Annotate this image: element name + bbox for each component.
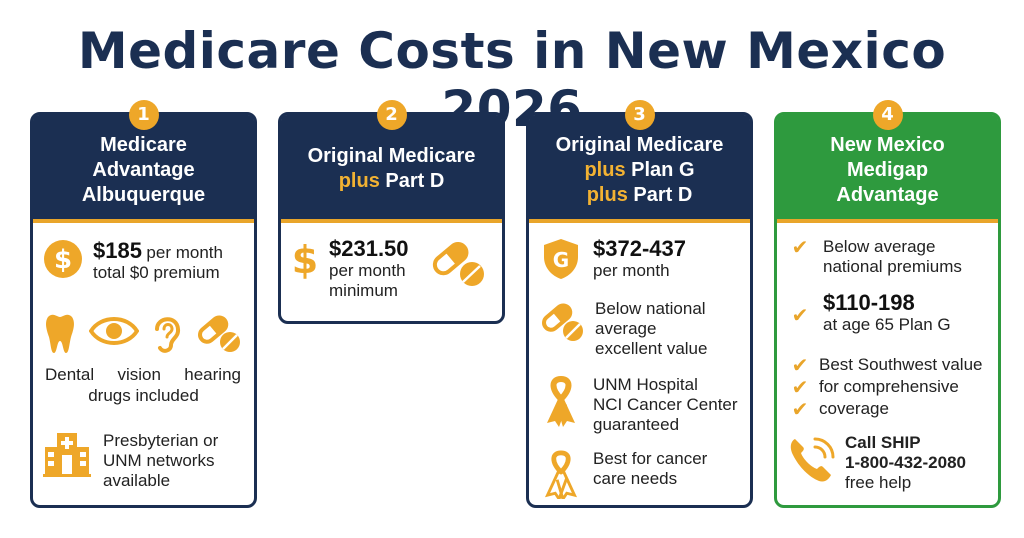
ribbon-icon — [544, 450, 578, 499]
price-row: ✔ $110-198 at age 65 Plan G — [785, 291, 951, 335]
dollar-icon: $ — [44, 240, 82, 278]
cancer-row: Best for cancer care needs — [541, 449, 707, 499]
card-header: New Mexico Medigap Advantage — [777, 115, 998, 223]
phone-number[interactable]: 1-800-432-2080 — [845, 453, 966, 472]
price-row: $ $231.50 per month minimum — [291, 237, 487, 301]
call-label: Call SHIP — [845, 433, 921, 452]
dollar-icon: $ — [292, 238, 318, 281]
ear-icon — [155, 317, 181, 353]
step-badge: 4 — [872, 100, 903, 130]
price-value: $372-437 — [593, 236, 686, 261]
contact-row: Call SHIP 1-800-432-2080 free help — [787, 433, 966, 493]
step-badge: 3 — [624, 100, 655, 130]
premiums-row: ✔ Below average national premiums — [785, 237, 962, 277]
eye-icon — [89, 317, 139, 345]
page-title: Medicare Costs in New Mexico 2026 — [77, 22, 947, 138]
shield-icon: G — [544, 239, 578, 279]
step-badge: 2 — [376, 100, 407, 130]
check-icon: ✔ — [791, 355, 809, 377]
check-icon: ✔ — [791, 377, 809, 399]
pill-icon — [432, 242, 484, 286]
step-badge: 1 — [128, 100, 159, 130]
card-medicare-advantage: 1 Medicare Advantage Albuquerque $ $185 … — [30, 100, 257, 508]
check-icon: ✔ — [791, 305, 809, 327]
svg-text:$: $ — [292, 238, 318, 281]
value-list: ✔ Best Southwest value ✔ for comprehensive… — [785, 355, 983, 421]
price-value: $185 — [93, 238, 142, 263]
card-original-medicare-plan-g: 3 Original Medicare plus Plan G plus Par… — [526, 100, 753, 508]
hospital-row: UNM Hospital NCI Cancer Center guarantee… — [541, 375, 738, 435]
network-row: Presbyterian or UNM networks available — [43, 431, 218, 491]
price-value: $231.50 — [329, 236, 409, 261]
check-icon: ✔ — [791, 399, 809, 421]
card-header: Medicare Advantage Albuquerque — [33, 115, 254, 223]
benefit-icons — [43, 311, 243, 355]
value-row: Below national average excellent value — [539, 299, 707, 359]
phone-icon — [790, 437, 835, 482]
pill-icon — [197, 315, 240, 352]
check-icon: ✔ — [791, 237, 809, 259]
card-header: Original Medicare plus Plan G plus Part … — [529, 115, 750, 223]
benefits-line: Dental vision hearing — [45, 365, 241, 384]
price-row: G $372-437 per month — [541, 237, 686, 281]
price-note: total $0 premium — [93, 263, 220, 282]
card-new-mexico-medigap: 4 New Mexico Medigap Advantage ✔ Below a… — [774, 100, 1001, 508]
tooth-icon — [46, 314, 74, 353]
hospital-icon — [43, 433, 91, 477]
benefits-line-2: drugs included — [88, 386, 199, 405]
card-original-medicare-part-d: 2 Original Medicare plus Part D $ $231.5… — [278, 100, 505, 324]
price-row: $ $185 per month total $0 premium — [43, 239, 223, 283]
price-value: $110-198 — [823, 290, 915, 315]
pill-icon — [541, 303, 583, 341]
ribbon-icon — [547, 376, 575, 427]
svg-text:G: G — [553, 248, 569, 272]
svg-text:$: $ — [54, 245, 72, 275]
card-header: Original Medicare plus Part D — [281, 115, 502, 223]
